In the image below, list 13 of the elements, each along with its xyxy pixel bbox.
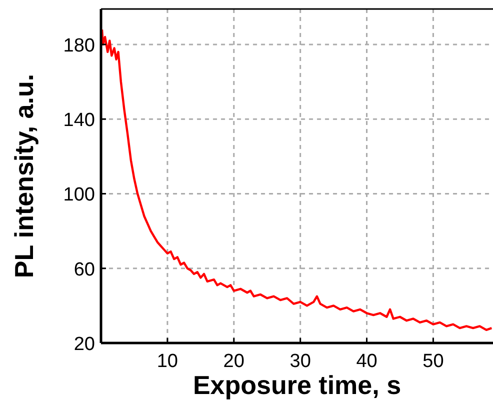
x-tick-label: 30 [290,351,311,372]
x-tick-label: 50 [422,351,444,372]
x-tick-label: 20 [223,351,244,372]
y-tick-label: 100 [63,184,95,206]
y-tick-label: 180 [63,35,95,56]
line-series [100,28,493,332]
x-axis-title: Exposure time, s [192,370,402,400]
y-tick-label: 60 [74,259,95,280]
y-tick-label: 140 [63,110,95,132]
x-tick-label: 10 [156,351,178,372]
x-tick-label: 40 [356,351,378,372]
y-axis-title: PL intensity, a.u. [9,74,39,278]
y-tick-label: 20 [74,334,95,355]
